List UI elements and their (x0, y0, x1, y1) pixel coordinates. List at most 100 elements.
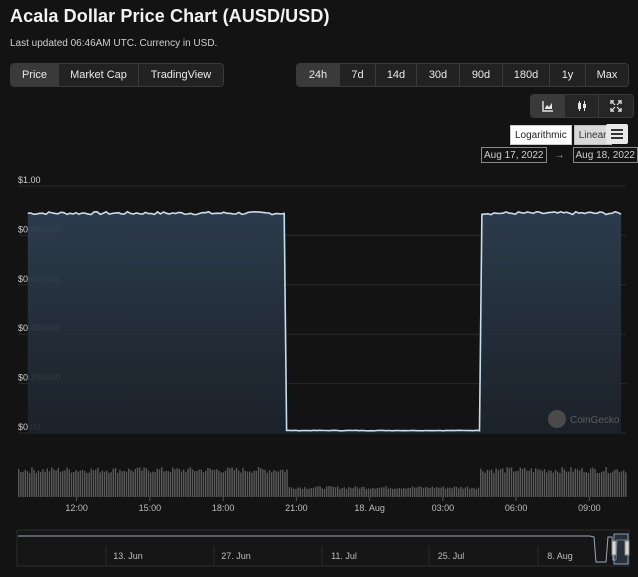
volume-bar (352, 488, 354, 497)
tab-price[interactable]: Price (11, 64, 59, 86)
volume-bar (433, 488, 436, 497)
volume-bar (409, 488, 411, 497)
logarithmic-button[interactable]: Logarithmic (510, 125, 572, 145)
volume-bar (482, 471, 484, 497)
x-tick-label: 15:00 (139, 503, 162, 513)
coingecko-watermark: CoinGecko (548, 410, 620, 428)
volume-bar (275, 471, 277, 497)
fullscreen-button[interactable] (599, 95, 633, 117)
volume-bar (521, 468, 524, 497)
range-1y-button[interactable]: 1y (550, 64, 586, 86)
volume-bar (222, 472, 224, 497)
volume-bar (79, 470, 81, 497)
volume-bar (570, 467, 572, 497)
volume-bar (110, 472, 112, 497)
volume-bar (574, 468, 576, 497)
volume-bar (620, 471, 623, 497)
volume-bar (180, 471, 183, 497)
volume-bar (161, 467, 163, 497)
volume-bar (339, 488, 341, 497)
volume-bar (460, 486, 462, 497)
volume-bar (385, 486, 387, 497)
watermark-text: CoinGecko (570, 415, 620, 426)
range-90d-button[interactable]: 90d (460, 64, 503, 86)
volume-bar (123, 470, 125, 497)
volume-bar (46, 468, 48, 497)
volume-bar (24, 469, 26, 497)
date-from-input[interactable]: Aug 17, 2022 (481, 147, 547, 163)
volume-bar (585, 472, 587, 497)
volume-bar (70, 472, 73, 497)
volume-bar (458, 488, 460, 497)
volume-bar (431, 486, 433, 497)
volume-bar (513, 471, 515, 497)
volume-bar (374, 488, 376, 497)
navigator-handle-right[interactable] (624, 540, 630, 556)
volume-bar (359, 488, 361, 497)
volume-bar (143, 467, 145, 497)
volume-bar (319, 486, 321, 497)
volume-bar (304, 487, 306, 497)
navigator-tick-label: 11. Jul (331, 551, 357, 561)
volume-bar (35, 472, 37, 497)
linear-button[interactable]: Linear (573, 125, 612, 145)
volume-bar (97, 467, 99, 497)
volume-bar (189, 467, 191, 497)
chart-type-tabs: Price Market Cap TradingView (10, 63, 224, 87)
line-chart-button[interactable] (531, 95, 565, 117)
volume-bar (524, 467, 526, 497)
volume-bar (321, 488, 323, 497)
range-24h-button[interactable]: 24h (297, 64, 340, 86)
volume-bar (576, 469, 579, 497)
volume-bars (18, 467, 627, 497)
volume-bar (81, 469, 84, 497)
range-180d-button[interactable]: 180d (503, 64, 550, 86)
volume-bar (174, 469, 176, 497)
volume-bar (405, 488, 407, 497)
volume-bar (598, 472, 601, 497)
volume-bar (121, 471, 123, 497)
volume-bar (271, 472, 273, 497)
volume-bar (343, 487, 345, 497)
time-range-selector: 24h 7d 14d 30d 90d 180d 1y Max (296, 63, 629, 87)
volume-bar (370, 488, 372, 497)
volume-bar (20, 472, 22, 497)
volume-bar (240, 472, 242, 497)
volume-bar (616, 469, 618, 497)
volume-bar (205, 470, 207, 497)
navigator-handle-left[interactable] (611, 540, 617, 556)
volume-bar (350, 487, 352, 497)
volume-bar (26, 471, 29, 497)
volume-bar (279, 469, 282, 497)
volume-bar (141, 470, 143, 497)
candlestick-button[interactable] (565, 95, 599, 117)
navigator[interactable] (16, 529, 630, 567)
volume-bar (444, 488, 447, 497)
tab-tradingview[interactable]: TradingView (139, 64, 223, 86)
chart-menu-button[interactable] (606, 124, 628, 144)
volume-bar (264, 469, 266, 497)
range-max-button[interactable]: Max (586, 64, 628, 86)
volume-bar (167, 471, 169, 497)
range-30d-button[interactable]: 30d (417, 64, 460, 86)
volume-bar (255, 470, 257, 497)
volume-bar (176, 468, 178, 497)
volume-bar (495, 468, 497, 497)
tab-market-cap[interactable]: Market Cap (59, 64, 139, 86)
volume-bar (372, 488, 374, 497)
volume-bar (477, 487, 480, 497)
volume-bar (323, 489, 326, 497)
range-7d-button[interactable]: 7d (340, 64, 376, 86)
volume-bar (499, 468, 502, 497)
volume-bar (565, 471, 568, 497)
volume-bar (471, 487, 473, 497)
volume-bar (147, 470, 150, 497)
volume-bar (216, 469, 218, 497)
volume-bar (587, 472, 590, 497)
volume-bar (436, 487, 438, 497)
volume-bar (282, 469, 284, 497)
volume-bar (235, 467, 238, 497)
volume-bar (475, 489, 477, 497)
range-14d-button[interactable]: 14d (376, 64, 417, 86)
